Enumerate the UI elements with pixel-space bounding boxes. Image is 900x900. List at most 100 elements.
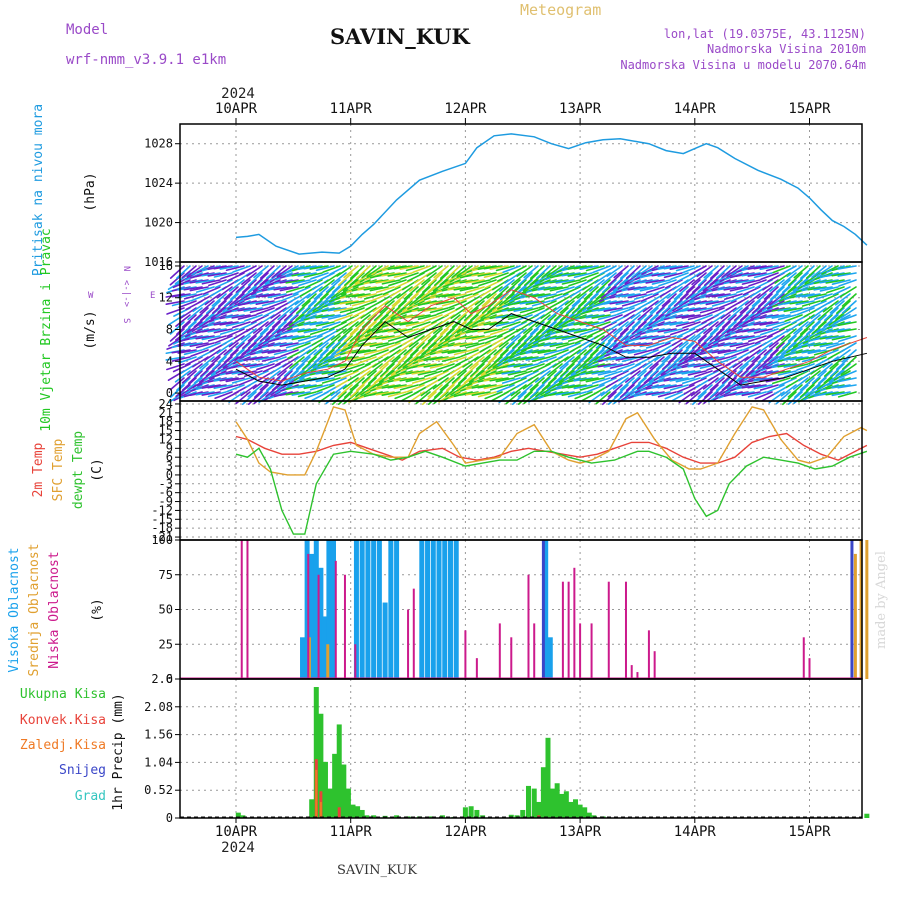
wind-barb <box>777 307 797 312</box>
wind-barb <box>805 321 821 336</box>
wind-barb <box>602 279 617 294</box>
wind-barb <box>781 328 797 341</box>
wind-barb <box>750 363 767 376</box>
wind-barb <box>361 370 377 384</box>
wind-barb <box>735 279 755 284</box>
wind-barb <box>235 286 251 300</box>
wind-barb <box>407 300 425 310</box>
wind-barb <box>675 377 695 383</box>
wind-barb <box>807 293 827 299</box>
wind-barb <box>199 356 215 370</box>
cloud-low-bar <box>307 553 310 679</box>
wind-barb <box>313 342 329 356</box>
wind-barb <box>330 328 347 341</box>
wind-barb <box>513 307 533 312</box>
wind-barb <box>375 279 395 284</box>
wind-barb <box>481 300 497 314</box>
wind-barb <box>657 272 677 277</box>
wind-barb <box>385 356 401 370</box>
wind-barb <box>694 370 713 378</box>
wind-barb <box>202 342 221 351</box>
wind-barb <box>798 370 815 382</box>
wind-barb <box>502 321 521 329</box>
wind-barb <box>447 293 467 299</box>
wind-barb <box>817 314 833 328</box>
wind-barb <box>591 377 611 385</box>
precip-total-bar <box>336 724 342 818</box>
wind-barb <box>477 391 497 398</box>
wind-barb <box>588 335 605 348</box>
wind-barb <box>414 272 431 284</box>
wind-barb <box>201 335 221 341</box>
wind-barb <box>582 279 599 291</box>
wind-barb <box>681 370 701 375</box>
cloud-high-bar <box>371 540 377 679</box>
wind-barb <box>507 370 527 376</box>
wind-barb <box>177 349 197 354</box>
cloud-high-bar <box>313 540 319 679</box>
wind-barb <box>651 328 671 333</box>
wind-barb <box>808 356 827 365</box>
wind-barb <box>493 286 509 300</box>
wind-barb <box>505 286 521 300</box>
cloud-high-bar <box>453 540 459 679</box>
cloud-low-bar <box>647 630 650 679</box>
wind-barb <box>270 307 287 319</box>
wind-barb <box>696 265 713 278</box>
day-label-bottom: 13APR <box>559 824 602 840</box>
wind-barb <box>526 307 545 316</box>
wind-barb <box>295 300 311 315</box>
wind-barb <box>819 279 839 284</box>
wind-barb <box>711 293 731 298</box>
wind-barb <box>636 321 653 334</box>
wind-barb <box>375 335 395 340</box>
wind-barb <box>345 300 365 306</box>
wind-barb <box>756 342 773 355</box>
wind-barb <box>682 377 701 385</box>
wind-barb <box>317 300 335 310</box>
wind-barb <box>774 272 791 284</box>
wind-barb <box>604 370 623 378</box>
wind-barb <box>391 293 407 307</box>
cloud-unit: (%) <box>90 598 105 621</box>
wind-barb <box>169 384 185 398</box>
y-tick-label: 1028 <box>144 137 173 151</box>
wind-barb <box>759 377 779 382</box>
wind-barb <box>783 300 803 305</box>
wind-barb <box>261 349 281 354</box>
wind-barb <box>690 286 707 299</box>
wind-barb <box>446 377 461 392</box>
wind-barb <box>181 321 197 335</box>
wind-barb <box>627 286 647 291</box>
wind-barb <box>459 279 479 284</box>
wind-barb <box>178 300 197 309</box>
wind-barb <box>677 356 695 367</box>
wind-barb <box>531 356 551 363</box>
wind-barb <box>253 384 269 399</box>
wind-barb <box>264 370 281 383</box>
wind-barb <box>720 307 737 320</box>
wind-barb <box>598 377 617 387</box>
wind-barb <box>831 335 851 341</box>
wind-barb <box>297 272 317 277</box>
wind-barb <box>343 384 359 399</box>
wind-barb <box>668 293 683 308</box>
wind-barb <box>303 328 323 334</box>
wind-barb <box>645 335 665 340</box>
day-label-bottom: 11APR <box>330 824 373 840</box>
wind-barb <box>238 377 257 386</box>
wind-barb <box>531 293 551 298</box>
y-tick-label: 6 <box>166 450 173 464</box>
wind-barb <box>320 286 335 301</box>
wind-barb <box>379 356 395 370</box>
wind-barb <box>499 279 515 292</box>
wind-barb <box>486 286 503 299</box>
compass: W E N S <-|-> <box>88 266 155 323</box>
wind-barb <box>753 321 773 326</box>
wind-barb <box>714 328 731 341</box>
wind-barb <box>356 377 371 392</box>
y-tick-label: -6 <box>159 486 173 500</box>
wind-barb <box>445 265 461 279</box>
y-tick-label: 2.08 <box>144 700 173 714</box>
cloud-low-bar <box>533 623 536 679</box>
